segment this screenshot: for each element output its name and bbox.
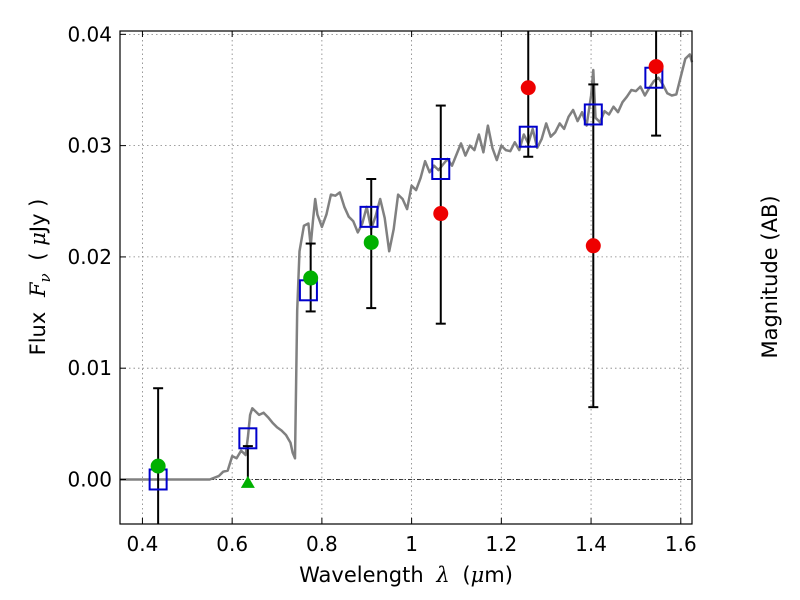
y-tick-label: 0.02 [67, 245, 112, 269]
observations [150, 59, 664, 488]
model-spectrum-line [120, 53, 694, 481]
y-axis-label-text: Flux [26, 312, 50, 356]
y-axis-label-unit-open: ( [26, 246, 50, 261]
y-axis-label-symbol: F [26, 281, 50, 298]
grid-lines [120, 31, 692, 524]
observation-point [648, 59, 664, 75]
y-axis-label-subscript: ν [36, 273, 54, 282]
x-tick-label: 0.4 [127, 532, 159, 556]
upper-limit-triangle-marker [240, 475, 255, 488]
y-tick-label: 0.04 [67, 22, 112, 46]
model-box-marker [518, 125, 538, 148]
model-boxes [148, 66, 664, 491]
observation-point [433, 206, 449, 222]
x-tick-label: 1.4 [575, 532, 607, 556]
magnitude-axis-label: Magnitude (AB) [758, 195, 782, 358]
observation-point [585, 238, 601, 254]
x-tick-label: 1.6 [665, 532, 697, 556]
y-axis-label-unit-rest: Jy ) [26, 199, 50, 235]
x-axis-label-text: Wavelength [299, 563, 424, 587]
x-tick-label: 0.8 [306, 532, 338, 556]
y-tick-label: 0.00 [67, 467, 112, 491]
y-axis-label: Flux Fν ( μJy ) [26, 199, 55, 356]
y-axis-label-unit-mu: μ [26, 232, 50, 246]
observation-point [363, 234, 379, 250]
x-tick-label: 1.2 [485, 532, 517, 556]
y-tick-label: 0.01 [67, 356, 112, 380]
plot-frame [119, 30, 693, 525]
model-box-marker [583, 103, 603, 126]
model-box-marker [238, 427, 258, 450]
observation-point [150, 458, 166, 474]
y-tick-label: 0.03 [67, 134, 112, 158]
x-tick-label: 1 [405, 532, 418, 556]
x-tick-label: 0.6 [216, 532, 248, 556]
x-axis-label: Wavelength λ (μm) [299, 563, 513, 587]
x-axis-label-unit-rest: m) [484, 563, 513, 587]
model-spectrum-layer [120, 53, 694, 481]
x-axis-label-unit-mu: μ [471, 563, 485, 587]
observation-point [520, 80, 536, 96]
axis-ticks: 0.40.60.811.21.41.60.000.010.020.030.042… [67, 22, 697, 556]
model-box-marker [359, 205, 379, 228]
x-axis-label-symbol: λ [435, 563, 449, 587]
observation-point [303, 270, 319, 286]
model-box-marker [431, 157, 451, 180]
x-axis-label-unit-open: ( [462, 563, 470, 587]
